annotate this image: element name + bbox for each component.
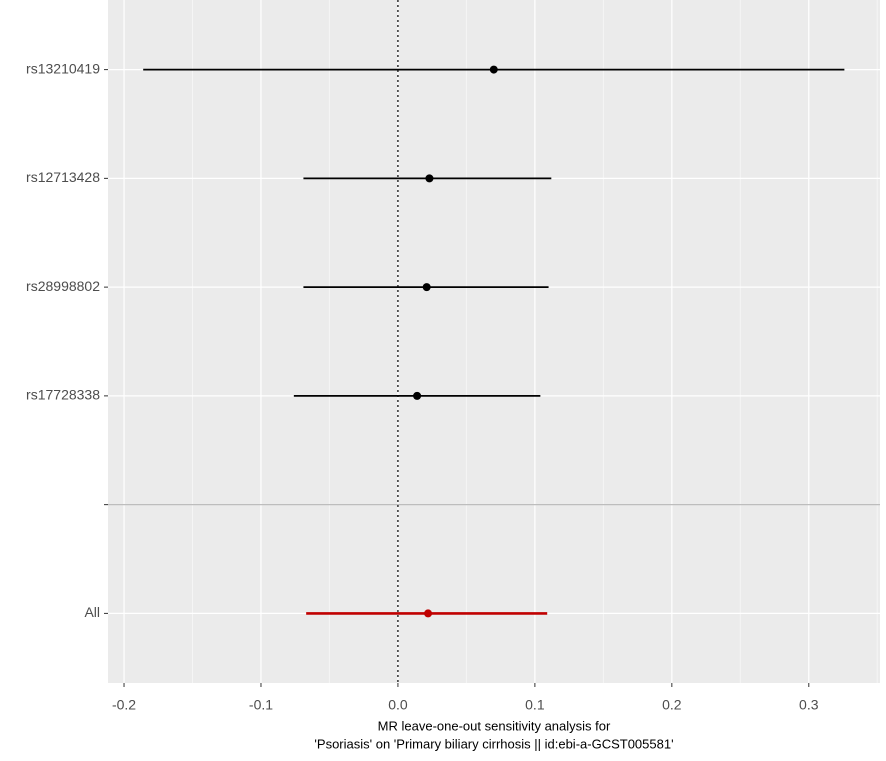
- y-tick-label: All: [84, 604, 100, 620]
- x-tick-label: 0.2: [662, 697, 682, 713]
- x-tick-label: 0.0: [388, 697, 408, 713]
- point: [413, 391, 422, 400]
- x-axis-label: MR leave-one-out sensitivity analysis fo…: [378, 718, 611, 733]
- x-tick-label: -0.2: [112, 697, 136, 713]
- point: [489, 65, 498, 74]
- x-tick-label: 0.1: [525, 697, 545, 713]
- y-tick-label: rs28998802: [26, 278, 100, 294]
- y-tick-label: rs13210419: [26, 60, 100, 76]
- x-axis-label: 'Psoriasis' on 'Primary biliary cirrhosi…: [314, 736, 673, 751]
- point: [422, 283, 431, 292]
- point: [424, 609, 433, 618]
- y-tick-label: rs12713428: [26, 169, 100, 185]
- point: [425, 174, 434, 183]
- y-tick-label: rs17728338: [26, 387, 100, 403]
- panel: [108, 0, 880, 683]
- x-tick-label: 0.3: [799, 697, 819, 713]
- x-tick-label: -0.1: [249, 697, 273, 713]
